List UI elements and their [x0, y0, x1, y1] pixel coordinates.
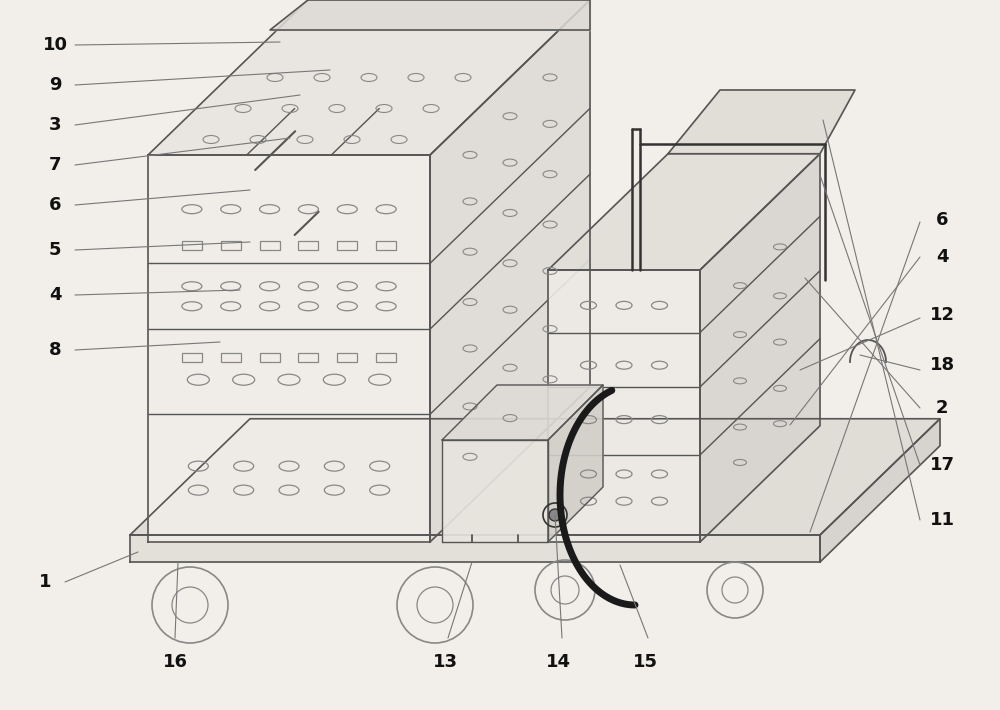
Polygon shape: [548, 154, 820, 270]
Text: 13: 13: [432, 653, 458, 671]
Text: 9: 9: [49, 76, 61, 94]
Bar: [221, 241, 241, 250]
Polygon shape: [430, 0, 590, 542]
Text: 2: 2: [936, 399, 948, 417]
Text: 14: 14: [546, 653, 570, 671]
Text: 4: 4: [936, 248, 948, 266]
Text: 1: 1: [39, 573, 51, 591]
Text: 16: 16: [162, 653, 188, 671]
Bar: [376, 241, 396, 250]
Text: 3: 3: [49, 116, 61, 134]
Polygon shape: [820, 419, 940, 562]
Bar: [298, 353, 318, 362]
Polygon shape: [442, 385, 603, 440]
Polygon shape: [548, 270, 700, 542]
Bar: [337, 241, 357, 250]
Text: 7: 7: [49, 156, 61, 174]
Bar: [376, 353, 396, 362]
Text: 6: 6: [49, 196, 61, 214]
Text: 8: 8: [49, 341, 61, 359]
Text: 10: 10: [42, 36, 68, 54]
Text: 15: 15: [633, 653, 658, 671]
Text: 17: 17: [930, 456, 954, 474]
Text: 4: 4: [49, 286, 61, 304]
Bar: [182, 353, 202, 362]
Text: 5: 5: [49, 241, 61, 259]
Polygon shape: [548, 385, 603, 542]
Polygon shape: [130, 419, 940, 535]
Bar: [182, 241, 202, 250]
Bar: [221, 353, 241, 362]
Polygon shape: [148, 155, 430, 542]
Polygon shape: [148, 0, 590, 155]
Polygon shape: [270, 0, 590, 30]
Polygon shape: [130, 535, 820, 562]
Polygon shape: [442, 440, 548, 542]
Bar: [260, 353, 280, 362]
Text: 6: 6: [936, 211, 948, 229]
Text: 11: 11: [930, 511, 954, 529]
Text: 18: 18: [929, 356, 955, 374]
Circle shape: [549, 509, 561, 521]
Polygon shape: [700, 154, 820, 542]
Bar: [337, 353, 357, 362]
Bar: [260, 241, 280, 250]
Text: 12: 12: [930, 306, 954, 324]
Polygon shape: [668, 90, 855, 154]
Bar: [298, 241, 318, 250]
